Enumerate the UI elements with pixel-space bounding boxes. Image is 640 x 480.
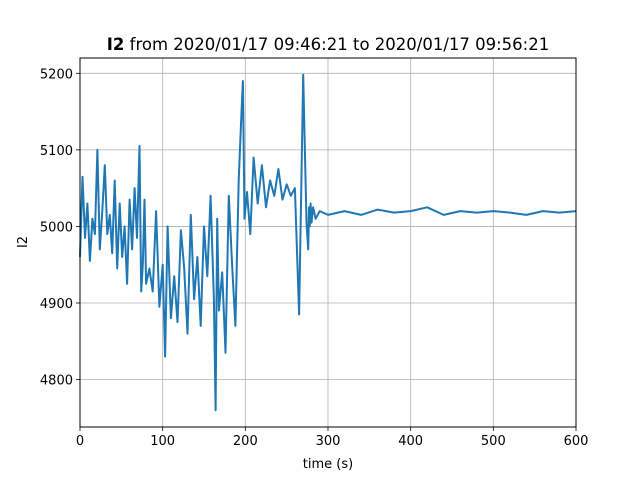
series-layer [79,73,577,412]
y-axis-label: I2 [16,236,31,248]
x-tick-label: 600 [564,434,589,449]
x-tick-label: 200 [233,434,258,449]
y-tick-label: 5200 [40,67,73,82]
grid [79,58,577,427]
y-tick-label: 5000 [40,220,73,235]
y-axis-ticks: 4800 4900 5000 5100 5200 [40,67,80,389]
chart-title-bold: I2 [107,35,125,54]
series-line-0 [79,73,577,412]
chart-title-rest: from 2020/01/17 09:46:21 to 2020/01/17 0… [124,35,549,54]
x-axis-ticks: 0 100 200 300 400 500 600 [76,427,589,449]
x-tick-label: 0 [76,434,84,449]
y-tick-label: 4800 [40,374,73,389]
x-tick-label: 400 [398,434,423,449]
x-tick-label: 100 [150,434,175,449]
y-tick-label: 4900 [40,297,73,312]
x-axis-label: time (s) [303,457,353,472]
x-tick-label: 500 [481,434,506,449]
chart-title: I2 from 2020/01/17 09:46:21 to 2020/01/1… [107,35,549,54]
x-tick-label: 300 [316,434,341,449]
y-tick-label: 5100 [40,144,73,159]
